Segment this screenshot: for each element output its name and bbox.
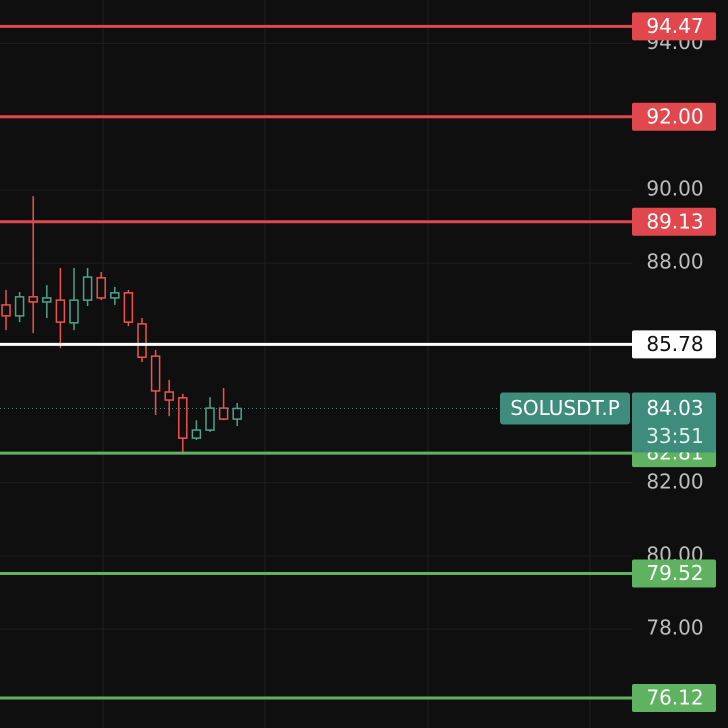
- countdown-label: 33:51: [646, 424, 704, 448]
- candle-body: [1, 304, 11, 317]
- level-label: 79.52: [646, 561, 703, 585]
- level-label-bg: [632, 559, 716, 588]
- level-label: 92.00: [646, 104, 703, 128]
- y-tick-label: 82.00: [646, 469, 703, 493]
- level-label: 94.47: [646, 14, 703, 38]
- symbol-label: SOLUSDT.P: [510, 396, 620, 420]
- candle-body: [178, 397, 188, 439]
- candle-body: [69, 299, 79, 324]
- candle-body: [96, 277, 106, 299]
- candle-body: [14, 296, 25, 317]
- level-label: 85.78: [646, 332, 703, 356]
- level-label-bg: [632, 330, 716, 359]
- candle-body: [28, 296, 38, 303]
- candle-body: [82, 276, 93, 301]
- candle-body: [55, 299, 66, 323]
- last-price-label: 84.03: [646, 396, 703, 420]
- level-label-bg: [632, 683, 716, 712]
- candle-body: [205, 407, 215, 431]
- level-label-bg: [632, 207, 716, 236]
- vertical-grid: [102, 0, 591, 728]
- symbol-label-bg: [500, 392, 630, 425]
- level-label: 89.13: [646, 209, 703, 233]
- candle-body: [164, 391, 174, 401]
- candle-body: [137, 323, 147, 358]
- candle-body: [123, 292, 134, 323]
- last-price-bg: [632, 392, 716, 453]
- candle-body: [232, 407, 242, 420]
- candle-body: [110, 292, 120, 299]
- candle-body: [218, 407, 229, 420]
- level-label-bg: [632, 12, 716, 41]
- y-tick-label: 78.00: [646, 616, 703, 640]
- y-tick-label: 90.00: [646, 176, 703, 200]
- level-label-bg: [632, 102, 716, 131]
- candle-body: [42, 297, 52, 303]
- candle-body: [150, 355, 161, 392]
- y-tick-label: 88.00: [646, 250, 703, 274]
- level-label: 76.12: [646, 685, 703, 709]
- candle-body: [191, 429, 202, 439]
